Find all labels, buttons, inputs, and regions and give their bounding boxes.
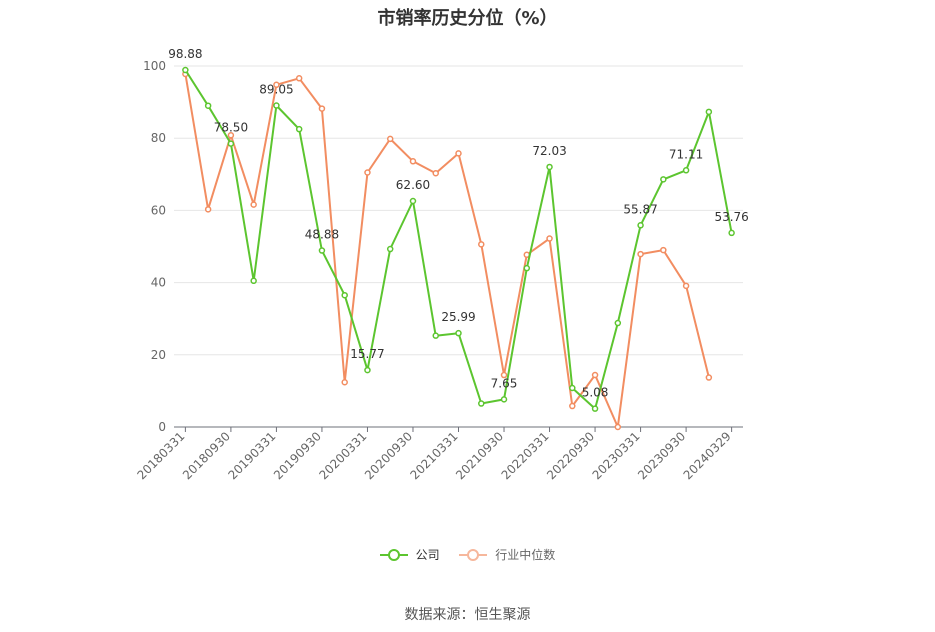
data-point-industry-median: [591, 371, 599, 379]
data-point-industry-median: [227, 132, 235, 139]
chart-title: 市销率历史分位（%）: [377, 8, 558, 29]
data-point-company: [432, 332, 439, 339]
x-tick-label: 20220331: [499, 429, 552, 482]
legend-industry-marker-icon: [459, 548, 488, 561]
legend-item-company[interactable]: 公司: [379, 546, 440, 563]
x-tick-label: 20230930: [635, 429, 688, 482]
x-tick-label: 20240329: [681, 429, 734, 482]
data-label: 71.11: [669, 147, 703, 161]
x-axis: 2018033120180930201903312019093020200331…: [134, 426, 743, 482]
data-point-company: [341, 291, 348, 299]
data-point-company: [455, 329, 462, 337]
data-point-industry-median: [364, 169, 371, 176]
data-point-industry-median: [614, 423, 622, 431]
data-point-company: [614, 319, 622, 327]
y-tick-label: 20: [151, 348, 166, 362]
data-label: 72.03: [532, 144, 566, 158]
x-tick-label: 20210930: [453, 429, 506, 482]
data-point-industry-median: [569, 402, 576, 410]
data-label: 25.99: [441, 310, 475, 324]
y-tick-label: 0: [158, 420, 166, 434]
data-label: 15.77: [350, 347, 384, 361]
x-tick-label: 20210331: [408, 429, 461, 482]
data-label: 78.50: [214, 121, 248, 135]
legend: 公司 行业中位数: [0, 546, 935, 563]
y-tick-label: 60: [151, 203, 166, 217]
legend-item-industry-median[interactable]: 行业中位数: [459, 546, 555, 563]
data-point-company: [250, 277, 257, 285]
data-point-industry-median: [295, 75, 303, 82]
data-point-company: [227, 140, 235, 147]
legend-company-label: 公司: [415, 548, 440, 562]
data-point-industry-median: [386, 135, 394, 143]
data-point-company: [409, 197, 417, 205]
data-label: 53.76: [714, 210, 748, 224]
x-tick-label: 20200930: [362, 429, 415, 482]
series-group: [182, 66, 735, 431]
series-line-industry-median: [184, 73, 710, 428]
data-label: 55.87: [623, 202, 657, 216]
x-tick-label: 20180930: [180, 429, 233, 482]
data-label: 5.08: [582, 386, 609, 400]
data-source: 数据来源：恒生聚源: [404, 607, 531, 623]
data-point-industry-median: [682, 282, 690, 290]
data-point-industry-median: [432, 169, 439, 177]
data-point-company: [500, 396, 508, 403]
data-point-company: [728, 229, 735, 237]
y-tick-label: 100: [143, 59, 166, 73]
data-point-industry-median: [273, 81, 280, 89]
data-point-company: [386, 245, 394, 253]
data-point-industry-median: [500, 371, 508, 379]
x-tick-label: 20190331: [225, 429, 278, 482]
data-point-company: [637, 222, 644, 229]
data-label: 48.88: [305, 228, 339, 242]
y-axis: 0 20 40 60 80 100: [143, 59, 166, 434]
data-point-company: [591, 405, 599, 412]
data-point-company: [364, 366, 371, 374]
data-point-company: [182, 66, 189, 74]
data-point-industry-median: [318, 105, 326, 112]
data-point-company: [682, 167, 690, 174]
data-point-industry-median: [250, 201, 257, 208]
series-line-company: [184, 69, 733, 410]
data-point-industry-median: [204, 206, 212, 213]
data-point-industry-median: [546, 235, 553, 242]
legend-company-marker-icon: [379, 548, 408, 561]
data-point-industry-median: [455, 150, 462, 157]
legend-industry-label: 行业中位数: [495, 548, 556, 562]
data-point-industry-median: [341, 378, 348, 386]
data-point-company: [660, 176, 667, 183]
line-chart: 0 20 40 60 80 100 201803312018093020190331201…: [134, 47, 749, 482]
data-label: 89.05: [259, 83, 293, 97]
x-tick-label: 20180331: [134, 429, 187, 482]
data-label: 98.88: [168, 47, 202, 61]
data-point-industry-median: [705, 374, 713, 381]
x-tick-label: 20230331: [590, 429, 643, 482]
y-tick-label: 40: [151, 276, 166, 290]
data-label: 7.65: [491, 376, 518, 390]
data-point-company: [569, 384, 576, 392]
data-point-company: [478, 400, 485, 407]
data-point-company: [273, 102, 280, 109]
data-point-industry-median: [660, 246, 667, 254]
data-labels: 98.88 78.50 89.05 48.88 15.77 62.60 25.99 7.65 7…: [168, 47, 749, 400]
x-tick-label: 20220930: [544, 429, 597, 482]
data-point-industry-median: [409, 158, 417, 165]
data-label: 62.60: [396, 178, 430, 192]
x-tick-label: 20190930: [271, 429, 324, 482]
data-point-company: [295, 125, 303, 133]
data-point-industry-median: [478, 241, 485, 248]
data-point-company: [318, 247, 326, 254]
data-point-company: [204, 102, 212, 109]
data-point-industry-median: [637, 250, 644, 258]
data-point-company: [523, 264, 531, 272]
y-tick-label: 80: [151, 131, 166, 145]
x-tick-label: 20200331: [316, 429, 369, 482]
data-point-company: [546, 163, 553, 171]
data-point-company: [705, 108, 713, 116]
